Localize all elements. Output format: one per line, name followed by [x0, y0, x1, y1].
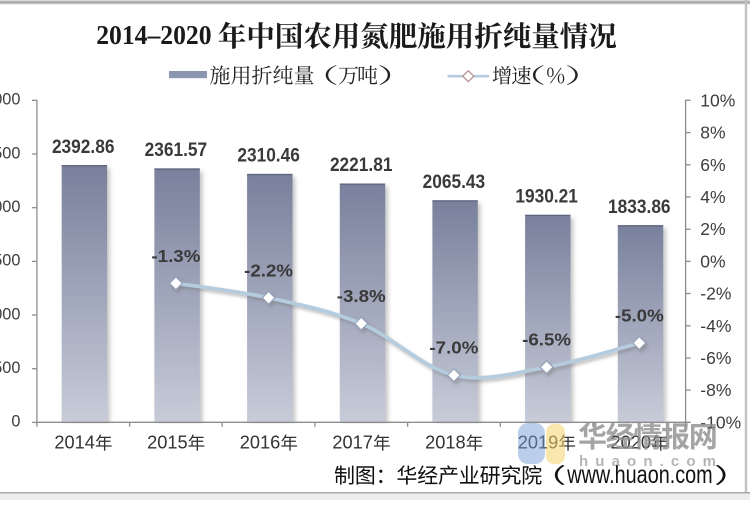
- svg-text:-2.2%: -2.2%: [244, 260, 293, 280]
- svg-text:-1.3%: -1.3%: [151, 246, 200, 266]
- svg-text:2065.43: 2065.43: [423, 172, 486, 193]
- svg-text:1,500: 1,500: [0, 252, 20, 270]
- svg-text:4%: 4%: [700, 187, 725, 207]
- svg-text:2,500: 2,500: [0, 144, 20, 162]
- svg-text:-6.5%: -6.5%: [522, 330, 571, 350]
- svg-text:-10%: -10%: [700, 413, 741, 433]
- svg-text:-6%: -6%: [700, 348, 731, 368]
- svg-text:www.huaon.com: www.huaon.com: [567, 461, 713, 489]
- svg-text:-4%: -4%: [700, 316, 731, 336]
- svg-text:10%: 10%: [700, 90, 735, 110]
- svg-text:-2%: -2%: [700, 284, 731, 304]
- svg-text:3,000: 3,000: [0, 91, 20, 109]
- svg-text:-3.8%: -3.8%: [337, 286, 386, 306]
- svg-text:2014–2020: 2014–2020: [96, 19, 211, 50]
- svg-text:2016: 2016: [240, 432, 280, 452]
- svg-text:-5.0%: -5.0%: [615, 306, 664, 326]
- svg-text:6%: 6%: [700, 155, 725, 175]
- svg-text:8%: 8%: [700, 123, 725, 143]
- svg-text:2221.81: 2221.81: [330, 155, 393, 176]
- svg-text:0: 0: [11, 413, 20, 431]
- svg-text:2361.57: 2361.57: [145, 140, 208, 161]
- svg-text:-8%: -8%: [700, 380, 731, 400]
- svg-text:0%: 0%: [700, 252, 725, 272]
- svg-text:2017: 2017: [332, 432, 372, 452]
- svg-text:-7.0%: -7.0%: [429, 338, 478, 358]
- svg-text:2015: 2015: [147, 432, 187, 452]
- svg-text:2,000: 2,000: [0, 198, 20, 216]
- svg-text:2310.46: 2310.46: [237, 146, 300, 167]
- svg-text:huaon.com: huaon.com: [579, 453, 716, 470]
- svg-text:500: 500: [0, 359, 20, 377]
- svg-text:2014: 2014: [54, 432, 94, 452]
- svg-text:1930.21: 1930.21: [515, 187, 578, 208]
- svg-text:1,000: 1,000: [0, 305, 20, 323]
- svg-text:2018: 2018: [425, 432, 465, 452]
- svg-text:2%: 2%: [700, 219, 725, 239]
- svg-text:1833.86: 1833.86: [608, 197, 671, 218]
- svg-text:2392.86: 2392.86: [52, 137, 115, 158]
